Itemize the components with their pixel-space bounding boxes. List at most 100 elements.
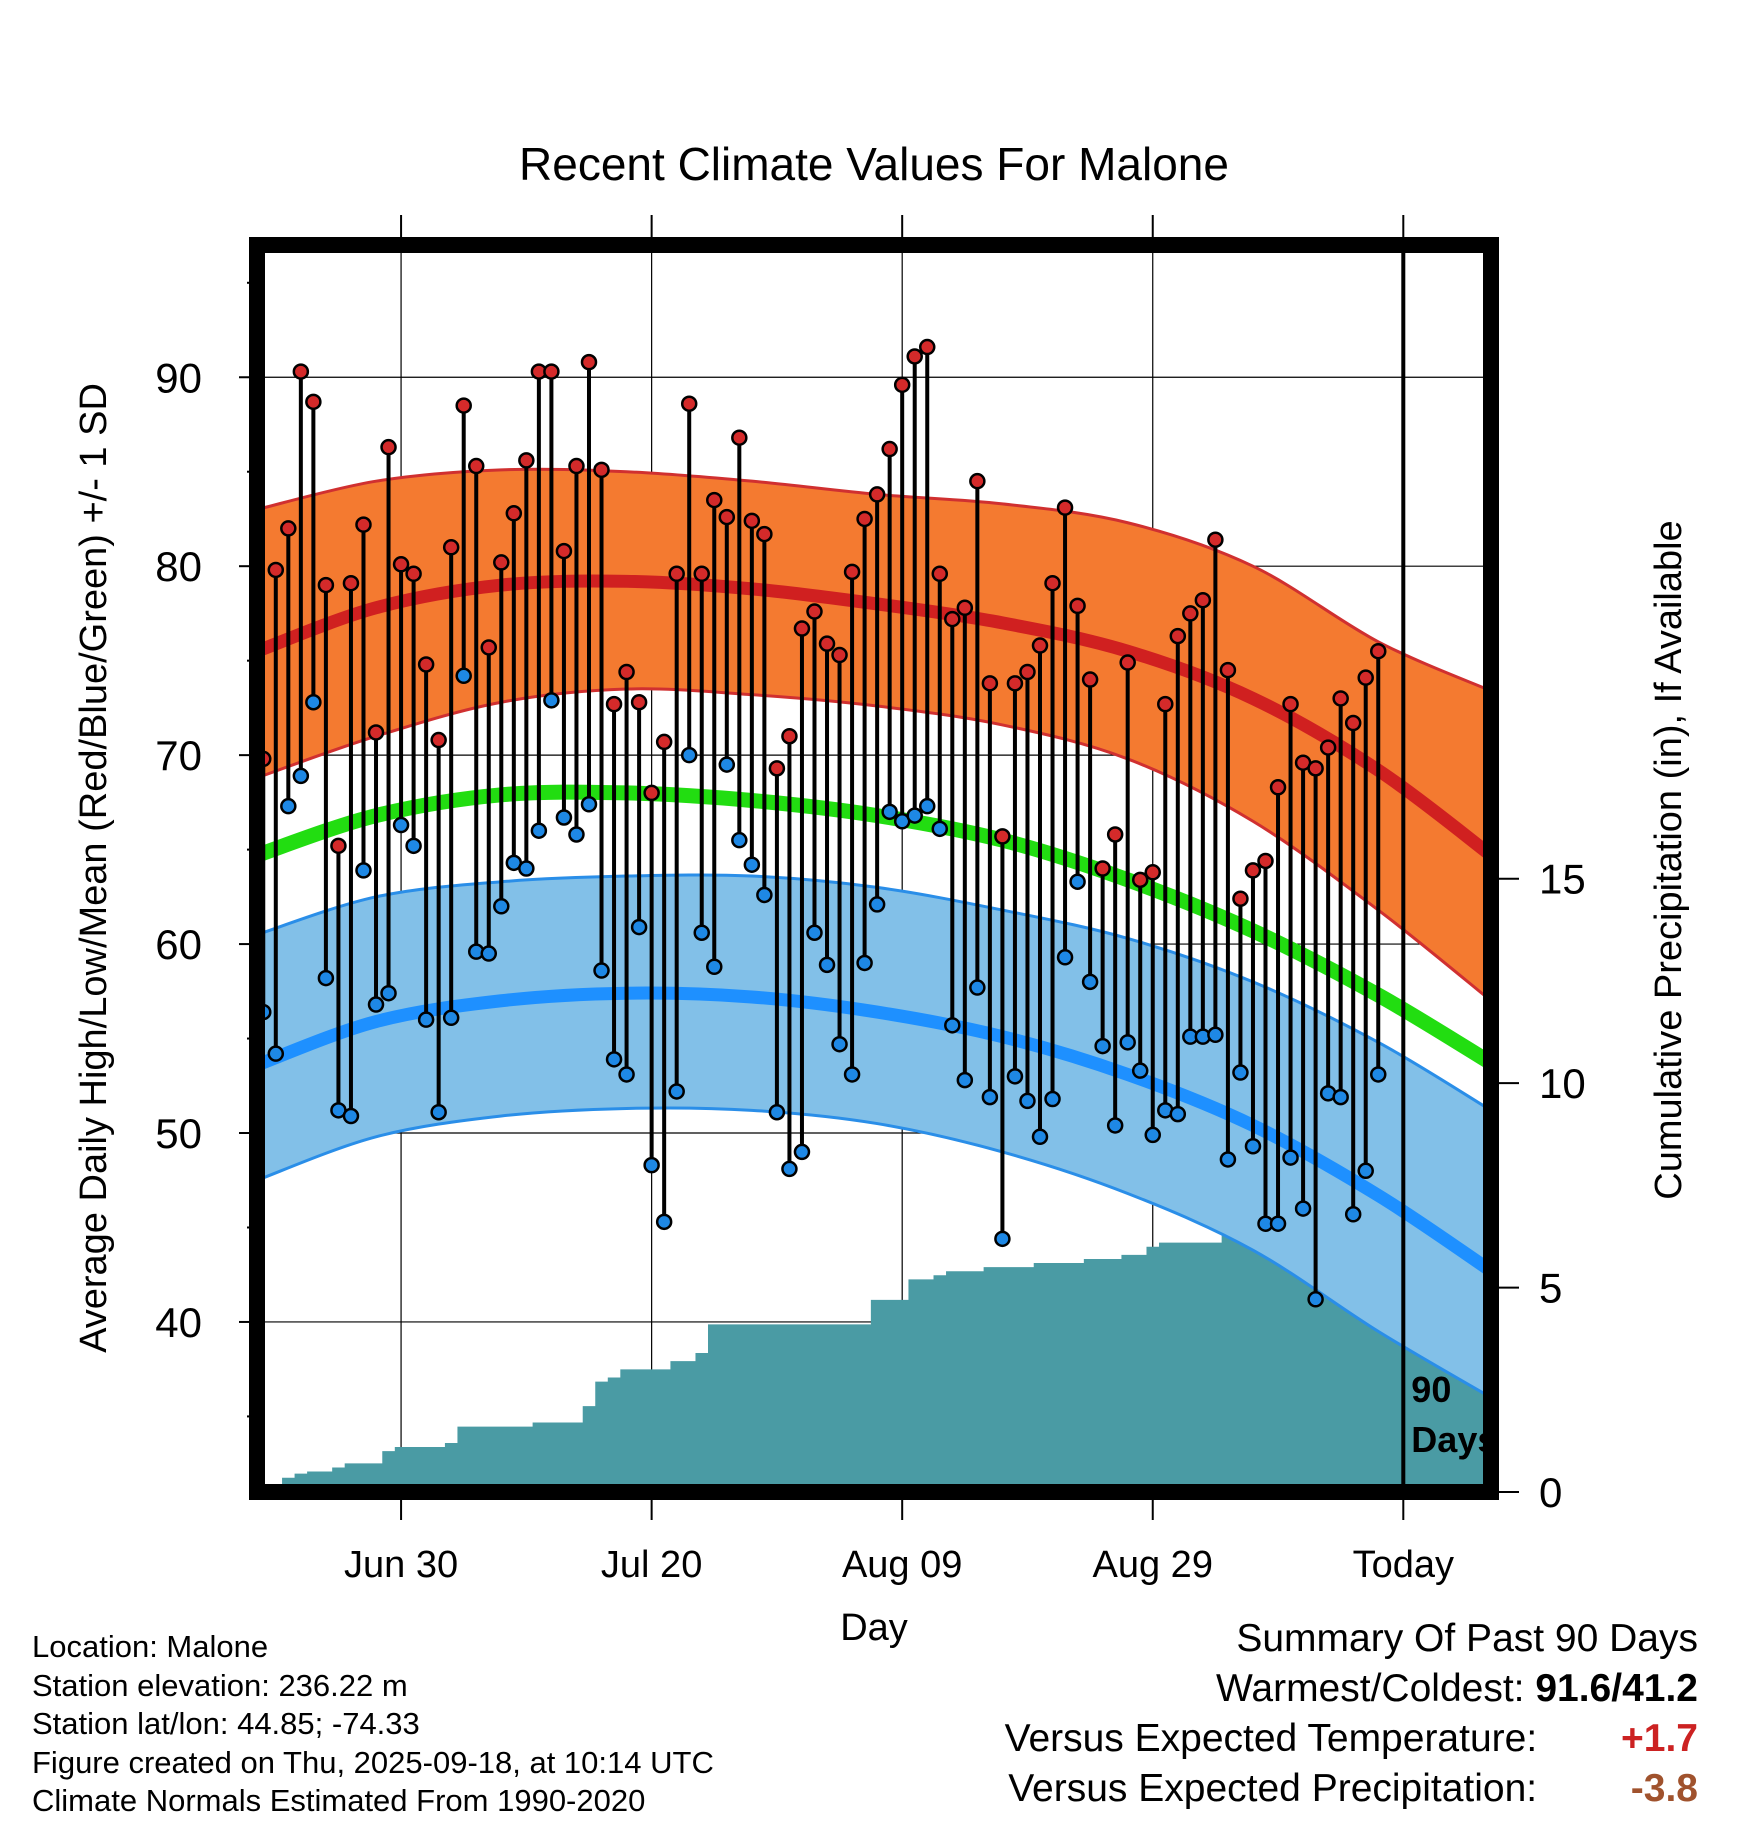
high-temp-point [1131, 871, 1149, 889]
x-axis-label: Day [840, 1607, 908, 1649]
low-temp-point [455, 667, 472, 685]
low-temp-point [806, 924, 823, 941]
high-temp-point [906, 348, 923, 365]
y-tick-label: 80 [155, 543, 202, 590]
high-temp-point [1344, 714, 1362, 732]
precip-value: -3.8 [1630, 1767, 1698, 1810]
low-temp-point [380, 984, 397, 1002]
warmest-value: 91.6/41.2 [1535, 1667, 1698, 1710]
high-temp-point [743, 512, 761, 530]
low-temp-point [280, 797, 297, 815]
high-temp-point [568, 457, 585, 475]
high-temp-point [868, 486, 886, 503]
low-temp-point [1069, 873, 1086, 890]
low-temp-point [818, 956, 836, 974]
high-temp-point [367, 724, 385, 741]
low-temp-point [1131, 1062, 1149, 1079]
summary-title: Summary Of Past 90 Days [1236, 1617, 1698, 1660]
low-temp-point [1344, 1206, 1362, 1223]
low-temp-point [1307, 1291, 1324, 1308]
high-temp-point [1044, 574, 1061, 592]
high-temp-point [405, 565, 422, 583]
low-temp-point [856, 954, 873, 972]
low-temp-point [1144, 1126, 1161, 1144]
low-temp-point [969, 979, 986, 996]
low-temp-point [292, 767, 310, 785]
high-temp-point [380, 438, 397, 456]
high-temp-point [417, 656, 435, 673]
low-temp-point [618, 1066, 635, 1083]
created-line: Figure created on Thu, 2025-09-18, at 10… [32, 1744, 714, 1780]
x-tick-label: Jun 30 [344, 1544, 458, 1586]
temp-row: Versus Expected Temperature: +1.7 [1005, 1714, 1698, 1764]
high-temp-point [267, 561, 285, 579]
low-temp-point [1232, 1064, 1249, 1081]
latlon-line: Station lat/lon: 44.85; -74.33 [32, 1706, 420, 1741]
y2-tick-label: 0 [1539, 1469, 1562, 1516]
x-tick-label: Today [1353, 1544, 1454, 1586]
high-temp-point [1319, 739, 1337, 756]
high-temp-point [292, 363, 310, 380]
y2-tick-label: 5 [1539, 1265, 1562, 1312]
low-temp-point [342, 1107, 360, 1125]
high-temp-point [918, 338, 936, 356]
high-temp-point [605, 695, 623, 713]
low-temp-point [1056, 949, 1074, 966]
low-temp-point [317, 969, 335, 987]
high-temp-point [643, 784, 660, 802]
high-temp-point [1232, 890, 1249, 907]
precipitation-layer [257, 1193, 1491, 1492]
low-temp-point [405, 837, 422, 855]
high-temp-point [518, 452, 535, 469]
high-temp-point [618, 663, 635, 681]
low-temp-point [906, 807, 923, 824]
y-tick-label: 60 [155, 921, 202, 968]
low-temp-point [743, 856, 761, 873]
normals-line: Climate Normals Estimated From 1990-2020 [32, 1783, 646, 1818]
warmest-row: Warmest/Coldest: 91.6/41.2 [1005, 1664, 1698, 1714]
daily-markers [255, 338, 1387, 1308]
low-temp-point [881, 803, 898, 821]
high-temp-point [981, 675, 999, 692]
low-temp-point [931, 820, 949, 838]
low-temp-point [981, 1088, 999, 1106]
low-temp-point [768, 1103, 786, 1121]
high-temp-point [818, 635, 836, 652]
high-temp-point [969, 472, 986, 490]
high-temp-point [1182, 605, 1199, 622]
low-temp-point [655, 1213, 673, 1231]
high-temp-point [1369, 642, 1387, 660]
high-temp-point [1219, 661, 1237, 679]
high-temp-point [1106, 826, 1124, 843]
high-temp-point [1144, 864, 1161, 881]
high-temp-point [1269, 779, 1287, 796]
low-temp-point [693, 924, 710, 941]
low-temp-point [1369, 1066, 1387, 1083]
x-tick-label: Jul 20 [601, 1544, 702, 1586]
low-temp-point [1044, 1090, 1061, 1108]
high-temp-point [768, 760, 786, 777]
high-temp-point [505, 505, 523, 522]
low-temp-point [1119, 1034, 1136, 1051]
y-tick-label: 70 [155, 732, 202, 779]
low-temp-point [442, 1009, 460, 1027]
high-temp-point [430, 731, 447, 749]
low-temp-point [668, 1083, 685, 1100]
high-temp-point [392, 556, 410, 573]
high-temp-point [843, 563, 861, 581]
y2-tick-label: 15 [1539, 856, 1586, 903]
low-normal-band-lower-edge [256, 1106, 1492, 1399]
high-temp-point [944, 610, 961, 628]
low-temp-point [1207, 1026, 1224, 1044]
low-temp-point [956, 1071, 974, 1089]
high-temp-point [731, 429, 748, 446]
y-tick-label: 90 [155, 354, 202, 401]
high-temp-point [693, 565, 710, 583]
temp-label: Versus Expected Temperature: [1004, 1717, 1538, 1760]
high-temp-point [781, 727, 798, 745]
temp-value: +1.7 [1621, 1717, 1698, 1760]
period-label-line: 90 [1411, 1369, 1451, 1410]
low-temp-point [555, 809, 573, 826]
high-temp-point [793, 620, 811, 637]
high-temp-point [305, 393, 322, 411]
